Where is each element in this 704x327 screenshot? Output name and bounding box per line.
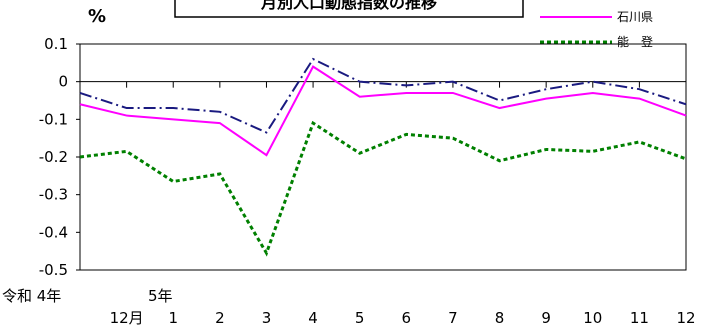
series-line-0 xyxy=(79,65,687,157)
legend-label-ishikawa: 石川県 xyxy=(617,10,653,24)
x-tick-label: 3 xyxy=(262,309,272,327)
unit-label: % xyxy=(88,6,106,27)
y-tick-label: 0.1 xyxy=(44,35,68,53)
x-tick-label: 7 xyxy=(448,309,458,327)
plot-frame xyxy=(79,43,687,271)
series-line-2 xyxy=(79,120,687,257)
y-tick-label: -0.4 xyxy=(39,223,68,241)
x-tick-label: 4 xyxy=(308,309,318,327)
y-tick-label: -0.2 xyxy=(39,148,68,166)
year-label-curr: 5年 xyxy=(148,287,173,305)
y-axis: 0.1 0 -0.1 -0.2 -0.3 -0.4 -0.5 xyxy=(39,35,80,279)
x-tick-label: 12 xyxy=(676,309,695,327)
chart-title: 月別人口動態指数の推移 xyxy=(260,0,437,12)
x-tick-label: 10 xyxy=(583,309,602,327)
title-box xyxy=(174,0,524,18)
x-tick-label: 2 xyxy=(215,309,225,327)
x-tick-label: 12月 xyxy=(110,309,144,327)
legend-label-noto: 能 登 xyxy=(617,34,653,49)
x-tick-label: 1 xyxy=(168,309,178,327)
series-line-1 xyxy=(79,57,687,134)
y-tick-label: -0.5 xyxy=(39,261,68,279)
x-tick-label: 11 xyxy=(630,309,649,327)
series-lines xyxy=(79,57,687,257)
x-tick-label: 8 xyxy=(495,309,505,327)
x-tick-label: 9 xyxy=(541,309,551,327)
x-tick-label: 5 xyxy=(355,309,365,327)
x-tick-label: 6 xyxy=(402,309,412,327)
y-tick-label: -0.3 xyxy=(39,186,68,204)
y-tick-label: 0 xyxy=(58,73,68,91)
x-axis: 12月 1 2 3 4 5 6 7 8 9 10 11 12 xyxy=(79,81,696,327)
legend: 石川県 能 登 xyxy=(540,10,653,49)
y-tick-label: -0.1 xyxy=(39,110,68,128)
year-label-prev: 令和 4年 xyxy=(2,287,61,305)
